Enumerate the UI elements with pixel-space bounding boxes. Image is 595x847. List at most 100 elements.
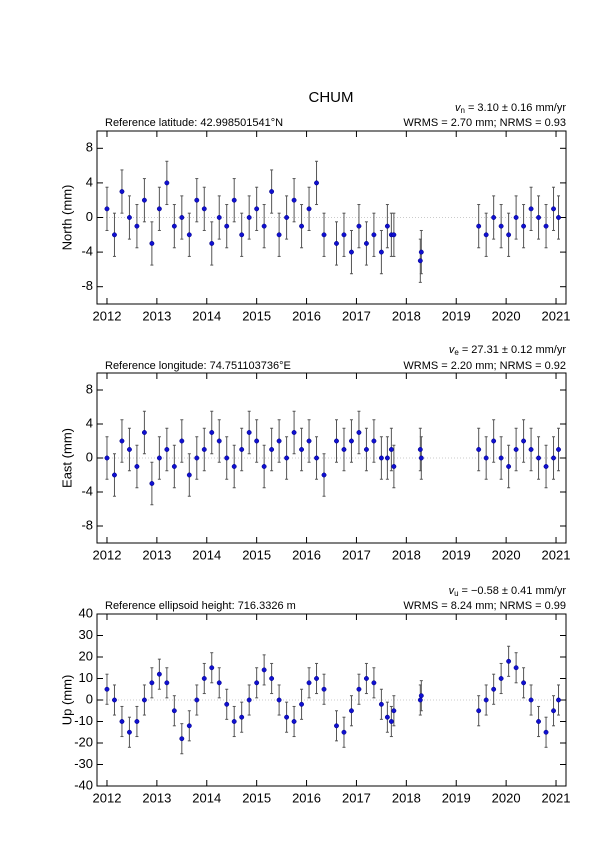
data-point <box>543 729 549 735</box>
data-point <box>378 455 384 461</box>
data-point <box>149 481 155 486</box>
data-point <box>556 447 561 452</box>
data-point <box>513 665 519 671</box>
data-point <box>418 249 424 255</box>
data-point <box>216 215 222 220</box>
data-point <box>556 697 561 703</box>
x-tick-label: 2017 <box>342 547 371 562</box>
velocity-value: = 3.10 ± 0.16 mm/yr <box>468 102 566 114</box>
x-tick-label: 2013 <box>142 547 171 562</box>
data-point <box>521 438 527 444</box>
y-tick-label: 0 <box>86 449 93 464</box>
data-point <box>209 241 215 246</box>
data-point <box>476 223 482 229</box>
x-tick-label: 2016 <box>292 547 321 562</box>
data-point <box>363 447 369 452</box>
data-point <box>299 447 305 452</box>
data-point <box>246 697 252 703</box>
x-tick-label: 2021 <box>542 790 571 805</box>
data-point <box>246 430 252 435</box>
data-point <box>513 215 519 220</box>
data-point <box>104 686 110 692</box>
data-point <box>521 680 527 686</box>
data-point <box>186 723 192 729</box>
y-tick-label: 8 <box>86 140 93 155</box>
data-point <box>321 472 327 478</box>
data-point <box>171 464 177 469</box>
reference-label: Reference latitude: 42.998501541°N <box>105 117 283 129</box>
data-point <box>269 447 275 452</box>
y-tick-label: -4 <box>81 483 93 498</box>
data-point <box>341 447 347 452</box>
data-point <box>299 701 305 707</box>
data-point <box>261 667 267 673</box>
y-tick-label: 40 <box>79 605 93 620</box>
data-point <box>506 464 512 469</box>
x-tick-label: 2020 <box>492 790 521 805</box>
data-point <box>321 232 327 238</box>
data-point <box>528 447 534 452</box>
data-point <box>194 697 200 703</box>
data-point <box>476 708 482 714</box>
data-point <box>341 232 347 238</box>
data-point <box>418 693 424 699</box>
velocity-label: ve = 27.31 ± 0.12 mm/yr <box>449 344 566 357</box>
y-tick-label: -8 <box>81 517 93 532</box>
data-point <box>201 206 207 212</box>
x-tick-label: 2012 <box>93 547 122 562</box>
data-point <box>134 464 140 469</box>
data-point <box>349 249 354 255</box>
data-point <box>201 676 207 681</box>
data-point <box>334 438 339 444</box>
y-tick-label: 0 <box>86 691 93 706</box>
data-point <box>483 232 489 238</box>
x-tick-label: 2015 <box>242 790 271 805</box>
x-tick-label: 2021 <box>542 308 571 323</box>
data-point <box>371 232 377 238</box>
data-point <box>417 447 423 452</box>
data-point <box>388 447 394 452</box>
data-point <box>513 447 519 452</box>
velocity-label: vu = −0.58 ± 0.41 mm/yr <box>449 585 567 598</box>
data-point <box>194 455 200 461</box>
figure-title: CHUM <box>309 89 354 106</box>
data-point <box>506 232 512 238</box>
x-tick-label: 2017 <box>342 308 371 323</box>
y-tick-label: -40 <box>74 777 93 792</box>
plot-frame <box>96 130 567 305</box>
data-point <box>483 455 489 461</box>
data-point <box>418 455 424 461</box>
data-point <box>126 729 132 735</box>
data-point <box>171 708 177 714</box>
data-point <box>299 223 305 229</box>
x-tick-label: 2021 <box>542 547 571 562</box>
data-point <box>391 708 397 714</box>
x-tick-label: 2018 <box>392 790 421 805</box>
data-point <box>112 232 117 238</box>
data-point <box>521 223 527 229</box>
data-point <box>284 215 290 220</box>
data-point <box>171 223 177 229</box>
x-tick-label: 2015 <box>242 308 271 323</box>
data-point <box>378 701 384 707</box>
velocity-label: vn = 3.10 ± 0.16 mm/yr <box>455 102 566 115</box>
data-point <box>141 197 147 203</box>
x-tick-label: 2020 <box>492 308 521 323</box>
data-point <box>306 438 312 444</box>
data-point <box>126 447 132 452</box>
data-point <box>321 686 327 692</box>
data-point <box>231 719 237 724</box>
y-tick-label: 10 <box>79 670 93 685</box>
data-point <box>186 472 192 478</box>
data-point <box>179 438 185 444</box>
plot-frame <box>96 613 567 787</box>
data-point <box>134 719 140 724</box>
x-tick-label: 2019 <box>442 790 471 805</box>
data-point <box>378 249 384 255</box>
y-tick-label: 30 <box>79 627 93 642</box>
data-point <box>209 665 215 671</box>
data-point <box>194 197 200 203</box>
data-point <box>384 455 390 461</box>
data-point <box>498 223 504 229</box>
